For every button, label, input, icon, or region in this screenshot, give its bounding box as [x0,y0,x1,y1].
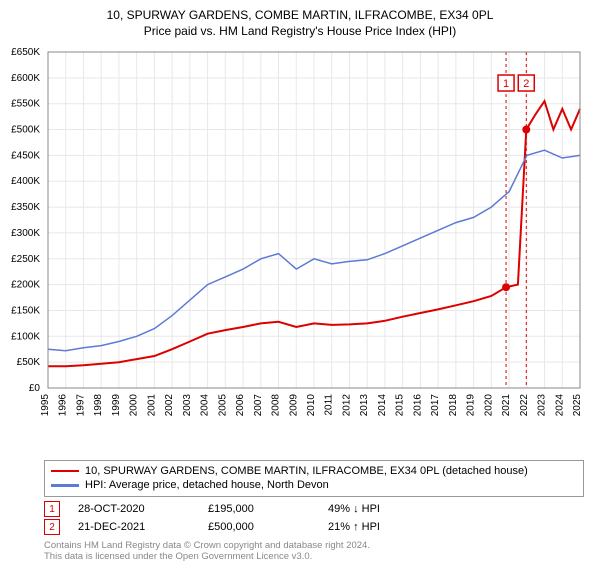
x-tick-label: 2014 [377,394,388,417]
x-tick-label: 2006 [235,394,246,417]
x-tick-label: 2002 [164,394,175,417]
x-tick-label: 2011 [324,394,335,416]
x-tick-label: 2007 [253,394,264,417]
sale-row-delta: 21% ↑ HPI [328,521,448,533]
y-tick-label: £650K [11,47,40,58]
x-tick-label: 2025 [572,394,583,417]
legend-swatch [51,484,79,487]
x-tick-label: 2010 [306,394,317,417]
x-tick-label: 2000 [129,394,140,417]
x-tick-label: 1996 [58,394,69,417]
legend-item: 10, SPURWAY GARDENS, COMBE MARTIN, ILFRA… [51,464,577,478]
x-tick-label: 2013 [359,394,370,417]
x-tick-label: 2024 [554,394,565,417]
x-tick-label: 1995 [40,394,51,417]
legend-label: 10, SPURWAY GARDENS, COMBE MARTIN, ILFRA… [85,464,528,478]
footer-line2: This data is licensed under the Open Gov… [44,551,370,562]
x-tick-label: 2018 [448,394,459,417]
sale-marker-dot [502,283,510,291]
x-tick-label: 2017 [430,394,441,417]
x-tick-label: 2003 [182,394,193,417]
legend-swatch [51,470,79,473]
sale-marker-num: 2 [523,78,529,90]
sale-row: 1 28-OCT-2020£195,00049% ↓ HPI [44,500,584,518]
x-tick-label: 2022 [519,394,530,417]
y-tick-label: £250K [11,254,40,265]
y-tick-label: £150K [11,305,40,316]
sale-row-date: 21-DEC-2021 [78,521,208,533]
y-tick-label: £300K [11,228,40,239]
x-tick-label: 2016 [412,394,423,417]
sale-marker-dot [522,126,530,134]
y-tick-label: £50K [17,357,41,368]
sale-row-price: £500,000 [208,521,328,533]
legend-label: HPI: Average price, detached house, Nort… [85,478,329,492]
y-tick-label: £500K [11,125,40,136]
y-tick-label: £550K [11,99,40,110]
sale-marker-num: 1 [503,78,509,90]
x-tick-label: 2008 [271,394,282,417]
y-tick-label: £0 [29,383,41,394]
y-tick-label: £400K [11,176,40,187]
y-tick-label: £200K [11,280,40,291]
x-tick-label: 2012 [341,394,352,417]
y-tick-label: £350K [11,202,40,213]
sale-row-delta: 49% ↓ HPI [328,503,448,515]
chart-plot: £0£50K£100K£150K£200K£250K£300K£350K£400… [44,48,584,418]
x-tick-label: 2001 [146,394,157,417]
x-tick-label: 1998 [93,394,104,417]
x-tick-label: 2021 [501,394,512,417]
legend-item: HPI: Average price, detached house, Nort… [51,478,577,492]
x-tick-label: 1997 [75,394,86,417]
chart-container: 10, SPURWAY GARDENS, COMBE MARTIN, ILFRA… [0,0,600,560]
x-tick-label: 2004 [200,394,211,417]
chart-title-block: 10, SPURWAY GARDENS, COMBE MARTIN, ILFRA… [0,0,600,39]
y-tick-label: £600K [11,73,40,84]
sale-events-table: 1 28-OCT-2020£195,00049% ↓ HPI 2 21-DEC-202… [44,500,584,536]
sale-row-date: 28-OCT-2020 [78,503,208,515]
x-tick-label: 2023 [537,394,548,417]
x-tick-label: 2020 [483,394,494,417]
y-tick-label: £100K [11,331,40,342]
sale-row-price: £195,000 [208,503,328,515]
x-tick-label: 2015 [395,394,406,417]
footer-line1: Contains HM Land Registry data © Crown c… [44,540,370,551]
chart-title-line2: Price paid vs. HM Land Registry's House … [0,24,600,40]
x-tick-label: 2009 [288,394,299,417]
y-tick-label: £450K [11,150,40,161]
chart-title-line1: 10, SPURWAY GARDENS, COMBE MARTIN, ILFRA… [0,8,600,24]
sale-row-marker: 1 [44,501,60,517]
sale-row: 2 21-DEC-2021£500,00021% ↑ HPI [44,518,584,536]
footer-attribution: Contains HM Land Registry data © Crown c… [44,540,370,563]
x-tick-label: 2005 [217,394,228,417]
x-tick-label: 2019 [466,394,477,417]
legend: 10, SPURWAY GARDENS, COMBE MARTIN, ILFRA… [44,460,584,497]
x-tick-label: 1999 [111,394,122,417]
sale-row-marker: 2 [44,519,60,535]
